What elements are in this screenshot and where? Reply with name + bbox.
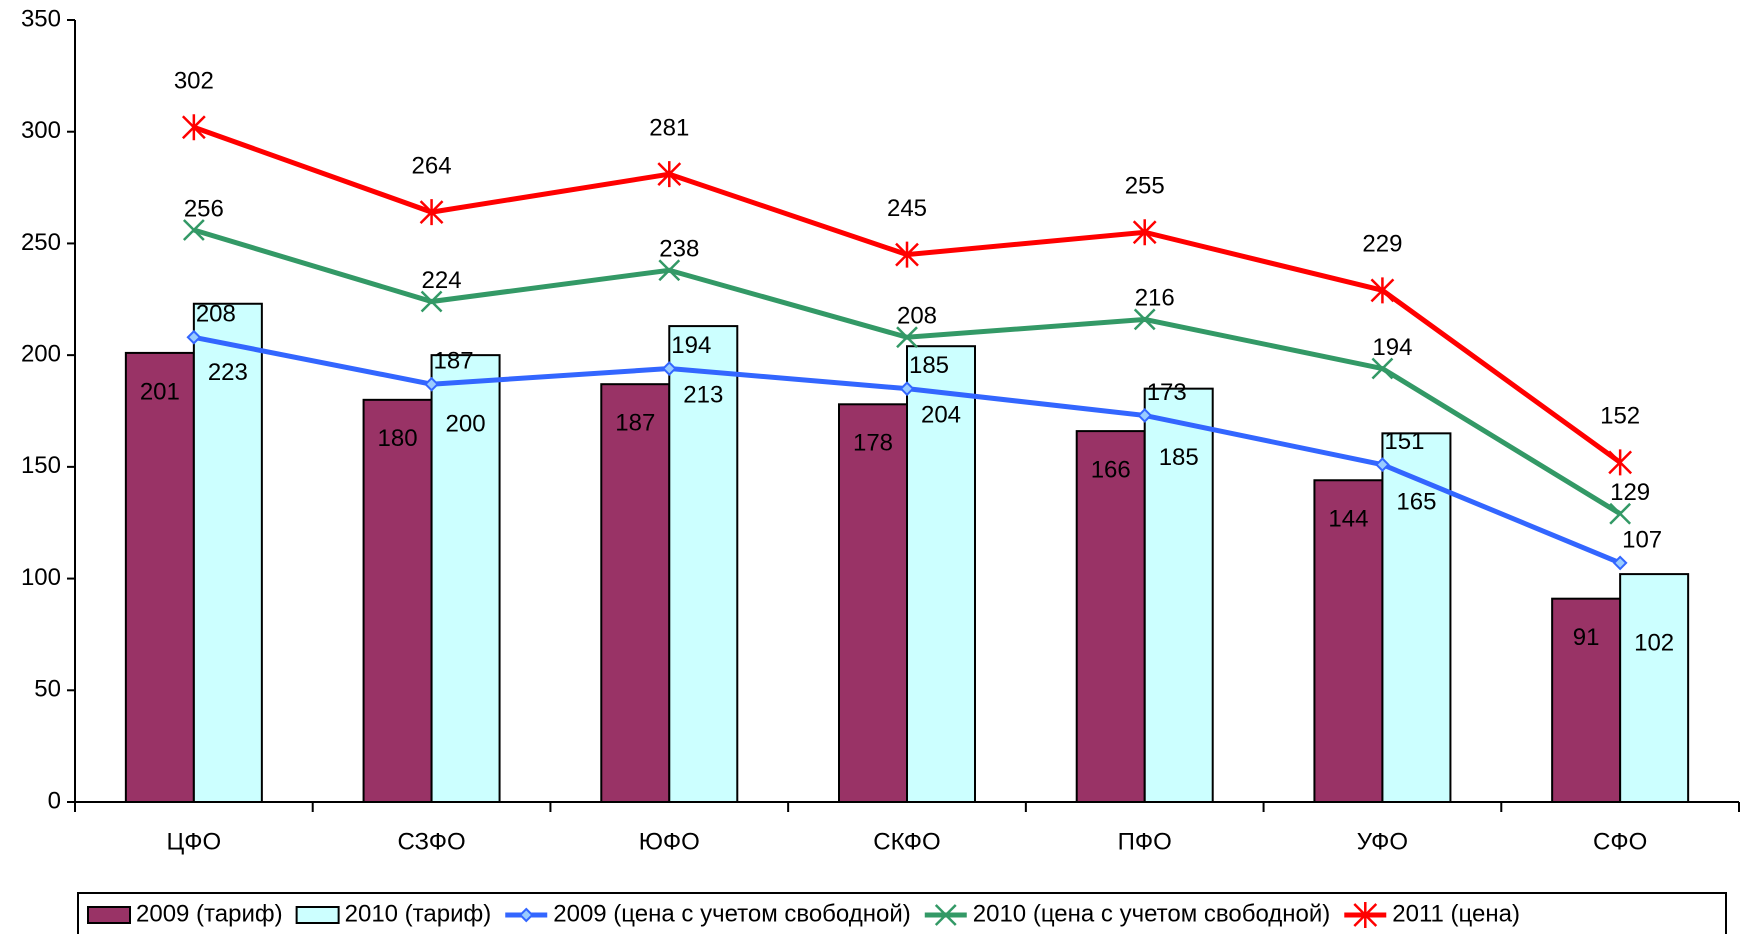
bar	[192, 302, 263, 803]
data-label: 208	[196, 301, 236, 328]
x-tick-label: ЮФО	[639, 828, 700, 855]
data-label: 229	[1362, 231, 1402, 258]
data-label: 216	[1135, 285, 1175, 312]
data-label: 208	[897, 303, 937, 330]
line-marker	[1608, 449, 1633, 476]
x-tick-label: СКФО	[873, 828, 940, 855]
line-marker	[1371, 357, 1394, 380]
bar	[430, 354, 501, 803]
line-marker	[518, 907, 534, 923]
y-tick-label: 250	[21, 229, 61, 256]
line-marker	[182, 219, 205, 241]
line-marker	[419, 199, 444, 226]
line-marker	[1375, 457, 1390, 473]
line-marker	[1133, 308, 1156, 331]
line-marker	[1132, 219, 1157, 246]
bar	[124, 351, 195, 803]
line-marker	[1612, 555, 1628, 571]
data-label: 180	[378, 425, 418, 452]
data-label: 187	[615, 410, 655, 437]
legend-swatch	[295, 906, 340, 924]
y-tick-label: 50	[34, 676, 61, 703]
legend-box	[77, 892, 1727, 934]
data-label: 256	[184, 195, 224, 222]
data-label: 200	[446, 410, 486, 437]
line-marker	[1609, 502, 1632, 525]
y-tick-label: 300	[21, 117, 61, 144]
data-label: 213	[683, 381, 723, 408]
line-marker	[657, 161, 682, 188]
data-label: 255	[1125, 173, 1165, 200]
bar	[600, 383, 671, 803]
line-marker	[661, 361, 677, 376]
legend-label: 2010 (тариф)	[345, 900, 492, 927]
data-label: 281	[649, 115, 689, 142]
legend-label: 2009 (тариф)	[136, 900, 283, 927]
line-marker	[424, 376, 439, 392]
data-label: 194	[671, 332, 711, 359]
y-tick-label: 150	[21, 452, 61, 479]
legend-label: 2010 (цена с учетом свободной)	[973, 900, 1331, 927]
line-marker	[1137, 408, 1153, 423]
legend-label: 2011 (цена)	[1392, 900, 1520, 927]
bar	[838, 403, 908, 803]
bar	[1381, 432, 1452, 803]
data-label: 302	[174, 68, 214, 95]
data-label: 245	[887, 195, 927, 222]
data-label: 238	[659, 236, 699, 263]
y-tick-label: 100	[21, 564, 61, 591]
data-label: 152	[1600, 403, 1640, 430]
data-label: 107	[1622, 526, 1662, 553]
data-label: 173	[1147, 379, 1187, 406]
bar	[362, 398, 433, 803]
line-marker	[895, 241, 919, 268]
data-label: 264	[412, 152, 452, 179]
data-label: 166	[1091, 456, 1131, 483]
line-marker	[186, 329, 202, 345]
legend-swatch	[87, 906, 131, 924]
bar	[668, 325, 739, 803]
x-tick-label: ПФО	[1118, 828, 1172, 855]
line-marker	[658, 259, 681, 282]
y-tick-label: 200	[21, 340, 61, 367]
bar	[1075, 430, 1146, 803]
line-marker	[181, 114, 206, 141]
data-label: 204	[921, 402, 961, 429]
bar	[1619, 573, 1690, 803]
data-label: 187	[434, 348, 474, 375]
line-marker	[420, 290, 443, 313]
data-label: 223	[208, 359, 248, 386]
x-tick-label: СФО	[1593, 828, 1647, 855]
data-label: 201	[140, 378, 180, 405]
line-marker	[896, 326, 918, 349]
x-tick-label: СЗФО	[397, 828, 465, 855]
data-label: 194	[1372, 334, 1412, 361]
legend-label: 2009 (цена с учетом свободной)	[553, 900, 911, 927]
x-tick-label: ЦФО	[167, 828, 222, 855]
data-label: 185	[1159, 444, 1199, 471]
data-label: 144	[1328, 506, 1368, 533]
line-marker	[934, 904, 957, 926]
x-tick-label: УФО	[1357, 828, 1408, 855]
data-label: 129	[1610, 479, 1650, 506]
y-tick-label: 350	[21, 5, 61, 32]
bar	[906, 345, 976, 803]
data-label: 224	[422, 267, 462, 294]
data-label: 178	[853, 430, 893, 457]
bar	[1143, 387, 1214, 803]
data-label: 91	[1573, 624, 1600, 651]
line-marker	[899, 381, 915, 397]
bar	[1551, 597, 1622, 803]
data-label: 151	[1384, 428, 1424, 455]
data-label: 165	[1396, 489, 1436, 516]
data-label: 185	[909, 352, 949, 379]
y-tick-label: 0	[48, 787, 61, 814]
line-marker	[1353, 902, 1378, 928]
line-marker	[1370, 277, 1395, 304]
data-label: 102	[1634, 629, 1674, 656]
